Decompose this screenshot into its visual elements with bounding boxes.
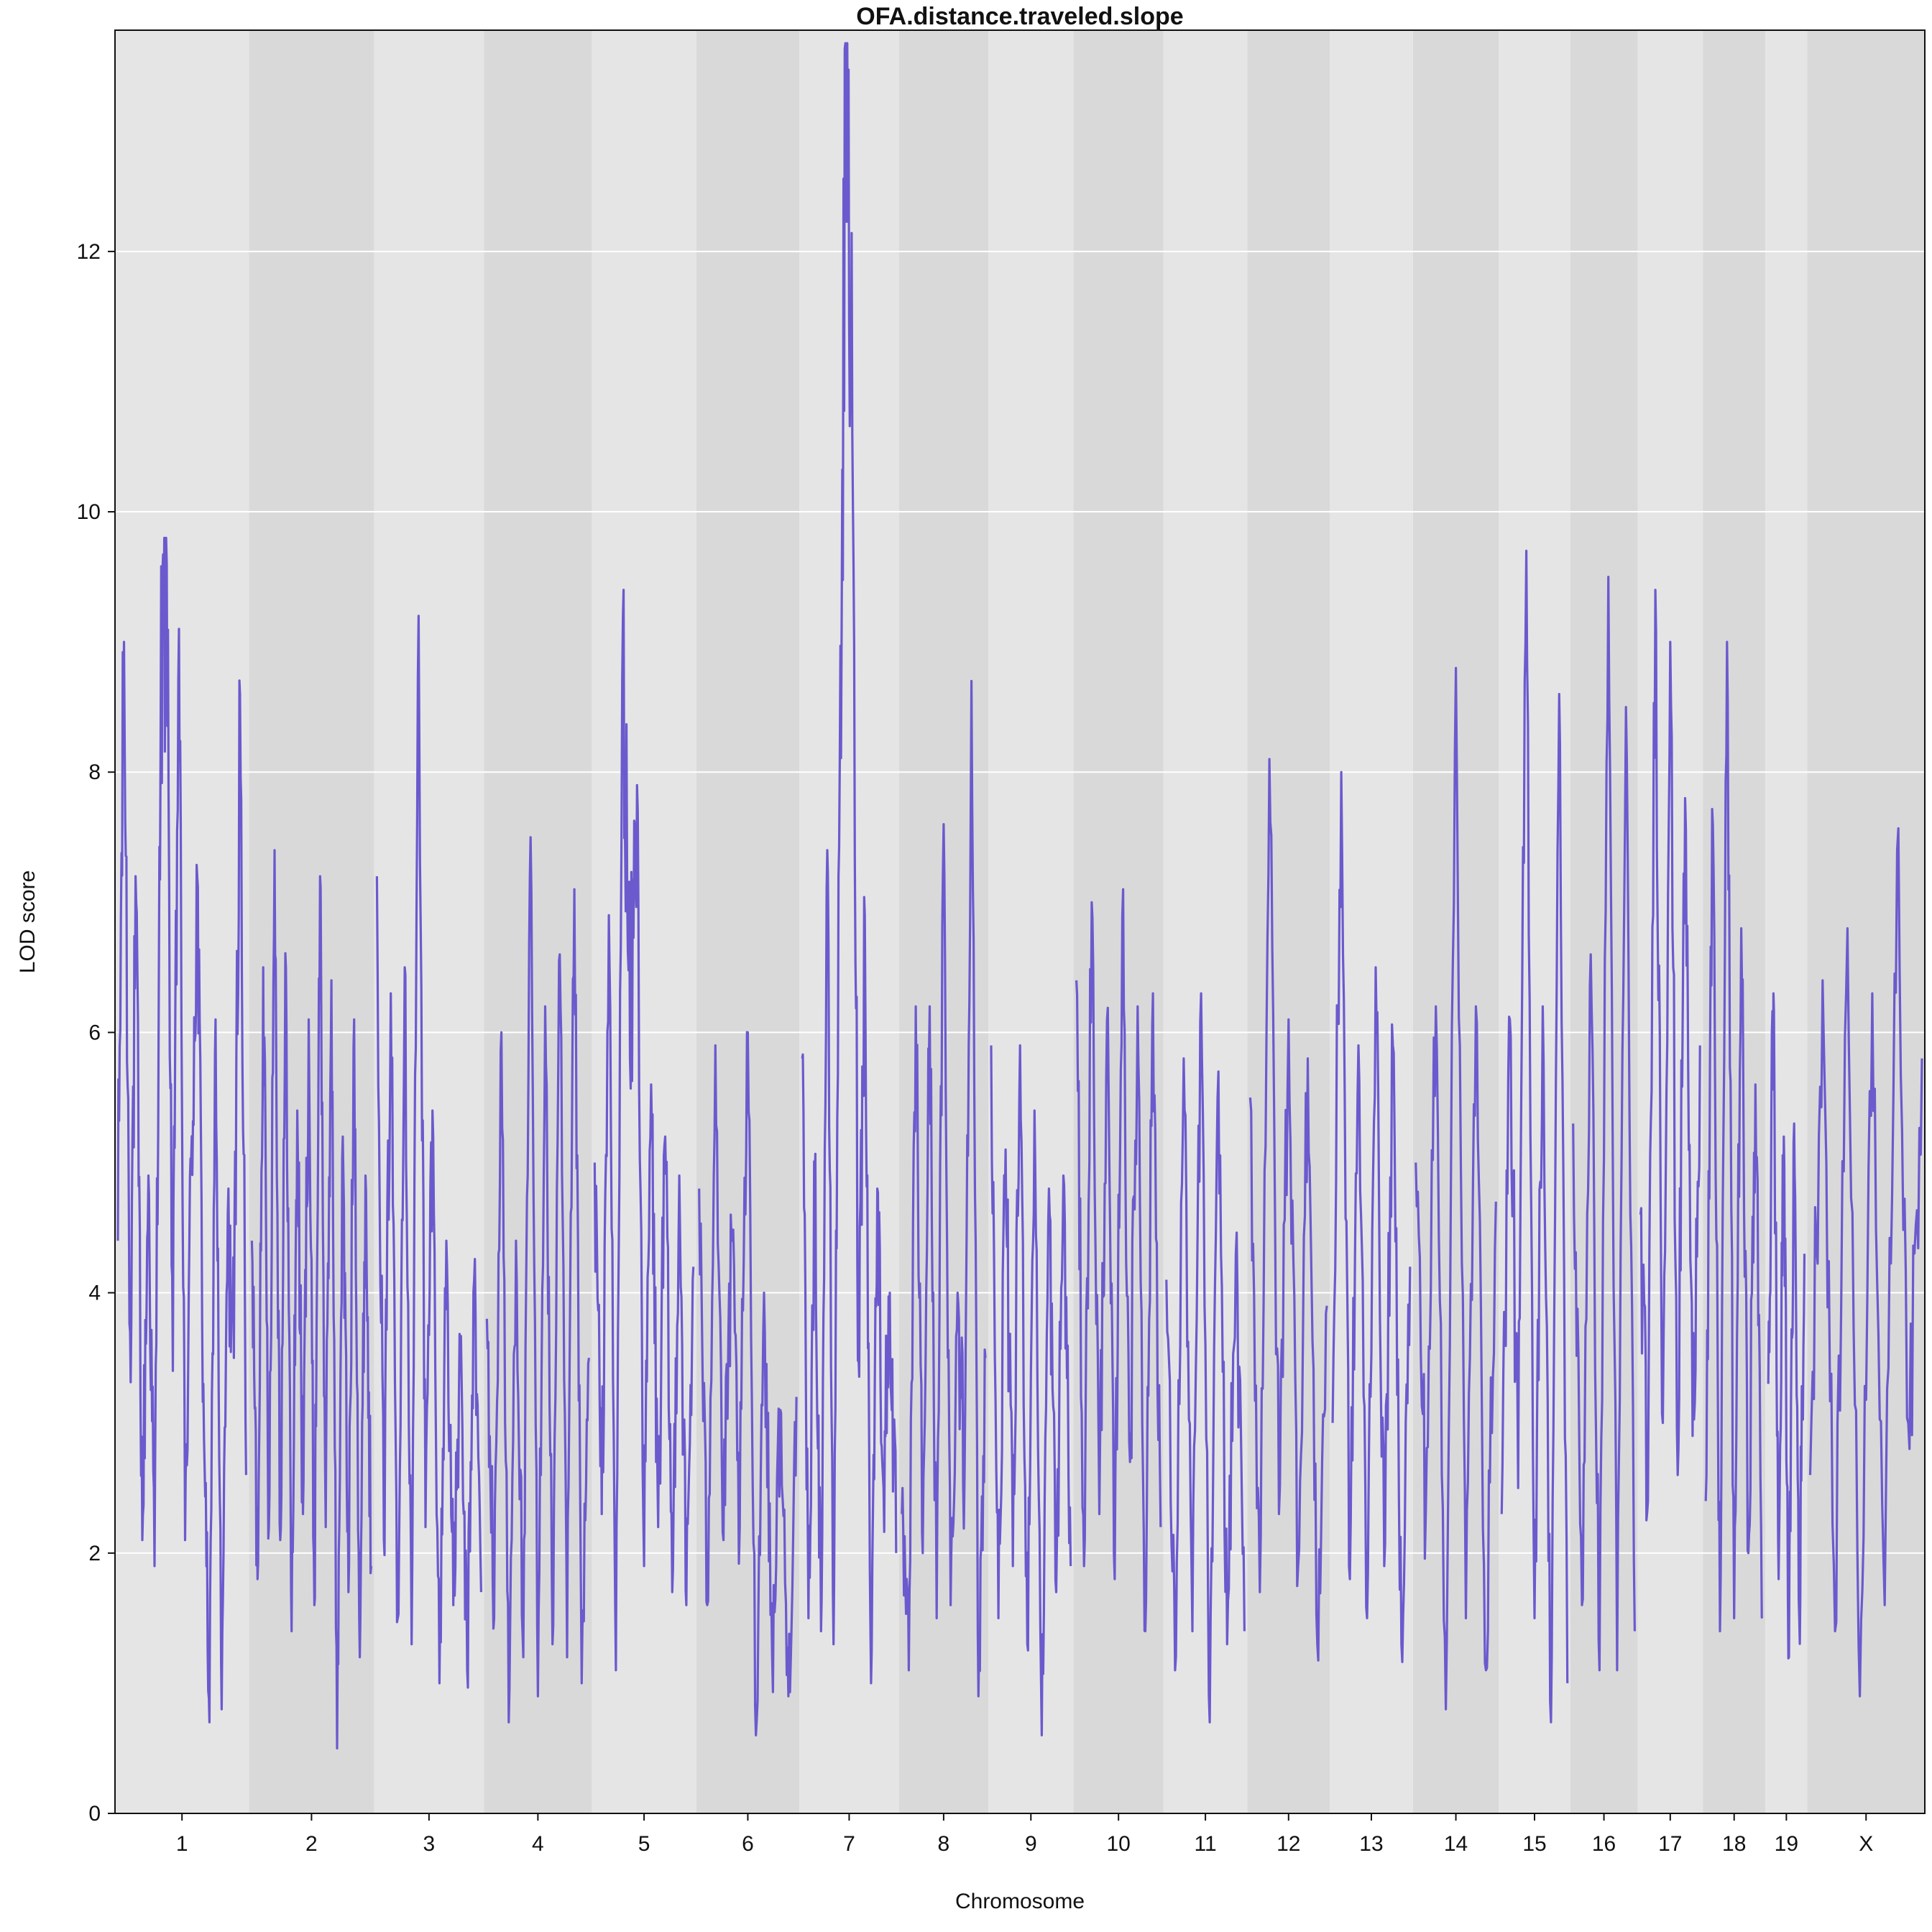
x-tick-label-9: 9 (1025, 1832, 1037, 1856)
x-tick-label-14: 14 (1444, 1832, 1468, 1856)
x-tick-label-X: X (1859, 1832, 1873, 1856)
chromosome-band-17 (1637, 30, 1703, 1813)
lod-line-chr-15 (1500, 549, 1569, 1724)
lod-line-chr-8 (901, 679, 987, 1698)
x-axis-title: Chromosome (955, 1890, 1085, 1913)
lod-line-chr-1 (116, 536, 247, 1724)
x-tick-label-12: 12 (1276, 1832, 1300, 1856)
y-tick-label-6: 6 (88, 1021, 101, 1044)
lod-line-chr-10 (1075, 888, 1162, 1633)
chromosome-band-10 (1073, 30, 1164, 1813)
plot-frame (114, 29, 1926, 1814)
x-tick-label-8: 8 (938, 1832, 950, 1856)
y-tick-label-8: 8 (88, 760, 101, 784)
lod-line-chr-6 (698, 1031, 798, 1736)
x-axis: 1 2 3 4 5 6 7 8 9 10 11 12 13 14 15 16 17 18 19 X (176, 1813, 1873, 1856)
lod-line-chr-13 (1331, 770, 1412, 1663)
y-tick-label-12: 12 (77, 240, 101, 264)
chromosome-band-9 (988, 30, 1074, 1813)
y-tick-label-0: 0 (88, 1802, 101, 1826)
lod-line-chr-16 (1572, 575, 1636, 1672)
lod-line-chr-19 (1767, 992, 1806, 1660)
lod-line-chr-3 (375, 615, 482, 1689)
x-tick-label-17: 17 (1658, 1832, 1682, 1856)
lod-line-chr-X (1808, 827, 1923, 1698)
lod-line-chr-7 (801, 42, 898, 1685)
y-tick-label-10: 10 (77, 500, 101, 524)
x-tick-label-7: 7 (843, 1832, 855, 1856)
lod-line-chr-12 (1248, 758, 1328, 1662)
chromosome-band-2 (249, 30, 374, 1813)
lod-line-chr-17 (1639, 589, 1701, 1522)
lod-line-chr-9 (990, 1044, 1072, 1736)
chart-title: OFA.distance.traveled.slope (856, 3, 1183, 30)
y-axis-title: LOD score (16, 870, 40, 973)
lod-line-chr-18 (1704, 640, 1764, 1633)
chromosome-band-X (1807, 30, 1925, 1813)
lod-line-chr-14 (1414, 666, 1497, 1711)
x-tick-label-6: 6 (742, 1832, 754, 1856)
x-tick-label-11: 11 (1195, 1832, 1217, 1856)
x-tick-label-18: 18 (1722, 1832, 1746, 1856)
x-tick-label-2: 2 (305, 1832, 318, 1856)
x-tick-label-19: 19 (1775, 1832, 1798, 1856)
chromosome-band-14 (1412, 30, 1499, 1813)
x-tick-label-5: 5 (638, 1832, 650, 1856)
chromosome-band-16 (1570, 30, 1638, 1813)
chromosome-band-6 (696, 30, 800, 1813)
lod-line-chr-2 (250, 849, 372, 1750)
x-tick-label-1: 1 (176, 1832, 188, 1856)
chromosome-band-3 (374, 30, 484, 1813)
y-tick-label-4: 4 (88, 1282, 101, 1305)
lod-line-chr-5 (593, 589, 695, 1672)
x-tick-label-4: 4 (532, 1832, 544, 1856)
lod-line-chr-11 (1165, 992, 1246, 1724)
x-tick-label-15: 15 (1522, 1832, 1546, 1856)
x-tick-label-16: 16 (1592, 1832, 1616, 1856)
x-tick-label-10: 10 (1106, 1832, 1130, 1856)
y-tick-label-2: 2 (88, 1542, 101, 1565)
lod-series (116, 42, 1923, 1750)
lod-line-chr-4 (485, 836, 590, 1724)
y-axis: 0 2 4 6 8 10 12 (77, 240, 115, 1826)
x-tick-label-3: 3 (423, 1832, 436, 1856)
x-tick-label-13: 13 (1359, 1832, 1383, 1856)
